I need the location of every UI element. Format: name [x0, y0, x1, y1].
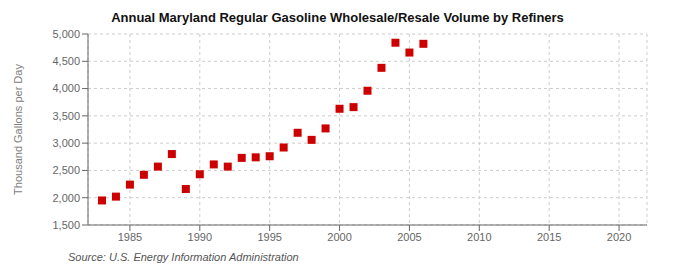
svg-text:4,000: 4,000: [52, 82, 80, 94]
html-text:Source: U.S. Energy Informatio: Source: U.S. Energy Information Administ…: [68, 251, 299, 263]
svg-text:5,000: 5,000: [52, 28, 80, 40]
svg-text:2005: 2005: [397, 231, 421, 243]
svg-text:1,500: 1,500: [52, 219, 80, 231]
svg-text:1985: 1985: [118, 231, 142, 243]
svg-text:2020: 2020: [607, 231, 631, 243]
svg-text:3,500: 3,500: [52, 110, 80, 122]
svg-text:1995: 1995: [257, 231, 281, 243]
svg-text:4,500: 4,500: [52, 55, 80, 67]
svg-text:2,000: 2,000: [52, 192, 80, 204]
svg-text:2010: 2010: [467, 231, 491, 243]
svg-text:2,500: 2,500: [52, 164, 80, 176]
svg-text:Thousand Gallons per Day: Thousand Gallons per Day: [12, 64, 24, 195]
svg-text:1990: 1990: [188, 231, 212, 243]
svg-text:3,000: 3,000: [52, 137, 80, 149]
svg-text:2015: 2015: [537, 231, 561, 243]
html-text:Annual Maryland Regular Gasoli: Annual Maryland Regular Gasoline Wholesa…: [111, 10, 564, 25]
svg-text:2000: 2000: [327, 231, 351, 243]
